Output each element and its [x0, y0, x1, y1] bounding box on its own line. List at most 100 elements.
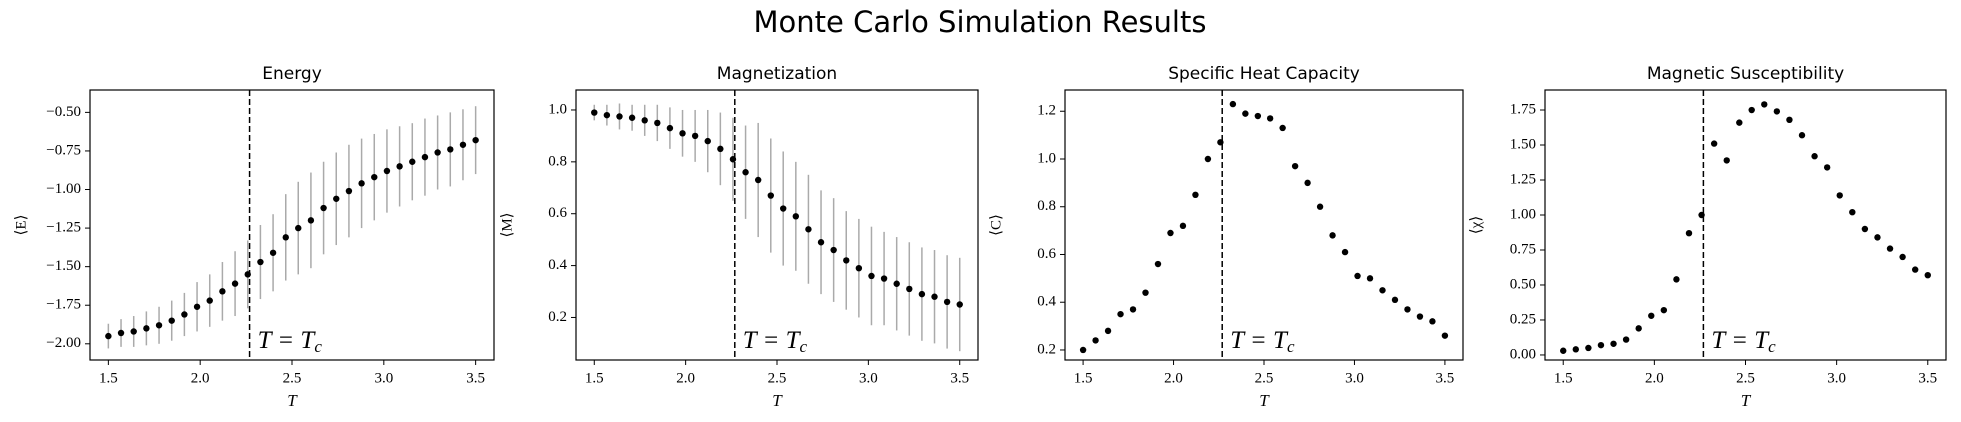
- data-point: [1622, 336, 1630, 343]
- data-point: [130, 328, 137, 335]
- data-point: [616, 113, 623, 120]
- chart-title: Specific Heat Capacity: [1168, 64, 1360, 84]
- x-axis-label: T: [1259, 391, 1270, 410]
- y-tick-label: 0.4: [1037, 294, 1056, 310]
- x-tick-label: 1.5: [585, 370, 604, 386]
- data-point: [1911, 266, 1919, 273]
- y-tick-label: 1.0: [548, 101, 567, 117]
- data-point: [1849, 208, 1856, 216]
- data-point: [269, 249, 277, 256]
- data-point: [1723, 157, 1730, 164]
- data-point: [1748, 106, 1755, 114]
- y-tick-label: 0.00: [1510, 346, 1536, 362]
- data-point: [1597, 341, 1605, 349]
- axes-frame: [89, 89, 495, 361]
- data-point: [472, 136, 479, 144]
- data-point: [830, 246, 837, 254]
- y-tick-label: −1.50: [46, 258, 81, 274]
- x-tick-label: 2.0: [191, 370, 210, 386]
- y-tick-label: 0.6: [548, 205, 567, 221]
- data-point: [219, 288, 226, 295]
- data-point: [641, 117, 648, 124]
- data-point: [1736, 119, 1743, 126]
- data-point: [257, 258, 264, 266]
- x-tick-label: 2.5: [768, 370, 787, 386]
- annotation: T = Tc: [258, 327, 323, 356]
- y-axis-label: ⟨C⟩: [988, 214, 1004, 236]
- data-point: [1899, 253, 1906, 261]
- data-point: [1279, 124, 1286, 132]
- data-point: [383, 167, 391, 175]
- data-point: [1266, 115, 1274, 122]
- data-point: [447, 146, 454, 153]
- figure-title: Monte Carlo Simulation Results: [754, 5, 1207, 39]
- data-point: [666, 124, 674, 132]
- x-tick-label: 2.5: [1736, 370, 1755, 386]
- annotation-text: T = T: [1711, 327, 1770, 354]
- chart-title: Magnetization: [717, 64, 837, 84]
- data-point: [1129, 306, 1137, 313]
- x-tick-label: 3.0: [374, 370, 393, 386]
- annotation-subscript: c: [1768, 337, 1776, 356]
- data-point: [1836, 192, 1843, 199]
- data-point: [1204, 155, 1212, 163]
- data-point: [1560, 347, 1567, 354]
- x-tick-label: 3.0: [1345, 370, 1364, 386]
- data-point: [792, 213, 800, 220]
- axes-frame: [575, 89, 979, 361]
- data-point: [1786, 116, 1793, 124]
- y-tick-label: −0.50: [46, 104, 81, 120]
- x-tick-label: 3.5: [1918, 370, 1937, 386]
- data-point: [1811, 153, 1818, 160]
- y-tick-label: −1.25: [46, 220, 81, 236]
- data-point: [817, 239, 825, 246]
- data-point: [1316, 203, 1324, 210]
- data-point: [843, 257, 850, 264]
- axes-frame: [1544, 89, 1947, 361]
- data-point: [358, 180, 365, 187]
- data-point: [396, 163, 403, 170]
- data-point: [1823, 164, 1831, 171]
- x-axis-label: T: [772, 391, 783, 410]
- data-point: [295, 224, 302, 232]
- data-point: [1441, 332, 1449, 339]
- y-tick-label: 0.6: [1037, 246, 1056, 262]
- data-point: [181, 311, 188, 318]
- y-tick-label: −2.00: [46, 335, 81, 351]
- annotation-subscript: c: [800, 337, 808, 356]
- data-point: [868, 272, 875, 280]
- data-point: [1761, 101, 1768, 108]
- data-point: [654, 119, 661, 127]
- data-point: [1366, 275, 1374, 282]
- data-point: [155, 322, 163, 329]
- data-point: [1304, 179, 1311, 187]
- annotation-text: T = T: [258, 327, 317, 354]
- data-point: [421, 153, 429, 161]
- data-point: [1685, 229, 1693, 237]
- y-axis-label: ⟨χ⟩: [1468, 216, 1484, 234]
- data-point: [1572, 346, 1580, 353]
- y-tick-label: 0.50: [1510, 276, 1536, 292]
- data-point: [1874, 234, 1881, 241]
- x-tick-label: 3.5: [950, 370, 969, 386]
- data-point: [1192, 191, 1199, 199]
- x-tick-label: 3.5: [466, 370, 485, 386]
- y-tick-label: 1.2: [1037, 103, 1056, 119]
- data-point: [906, 285, 913, 293]
- annotation-text: T = T: [743, 327, 802, 354]
- x-tick-label: 2.0: [1645, 370, 1664, 386]
- data-point: [603, 111, 611, 119]
- data-point: [1154, 260, 1162, 268]
- annotation-text: T = T: [1230, 327, 1289, 354]
- data-point: [333, 195, 340, 202]
- y-tick-label: 0.25: [1510, 311, 1536, 327]
- y-tick-label: 1.00: [1510, 206, 1536, 222]
- annotation: T = Tc: [1230, 327, 1295, 356]
- data-point: [1291, 162, 1299, 170]
- data-point: [231, 280, 239, 287]
- annotation-subscript: c: [314, 337, 322, 356]
- data-point: [117, 329, 125, 337]
- data-point: [1229, 100, 1237, 108]
- y-tick-label: 0.2: [548, 309, 567, 325]
